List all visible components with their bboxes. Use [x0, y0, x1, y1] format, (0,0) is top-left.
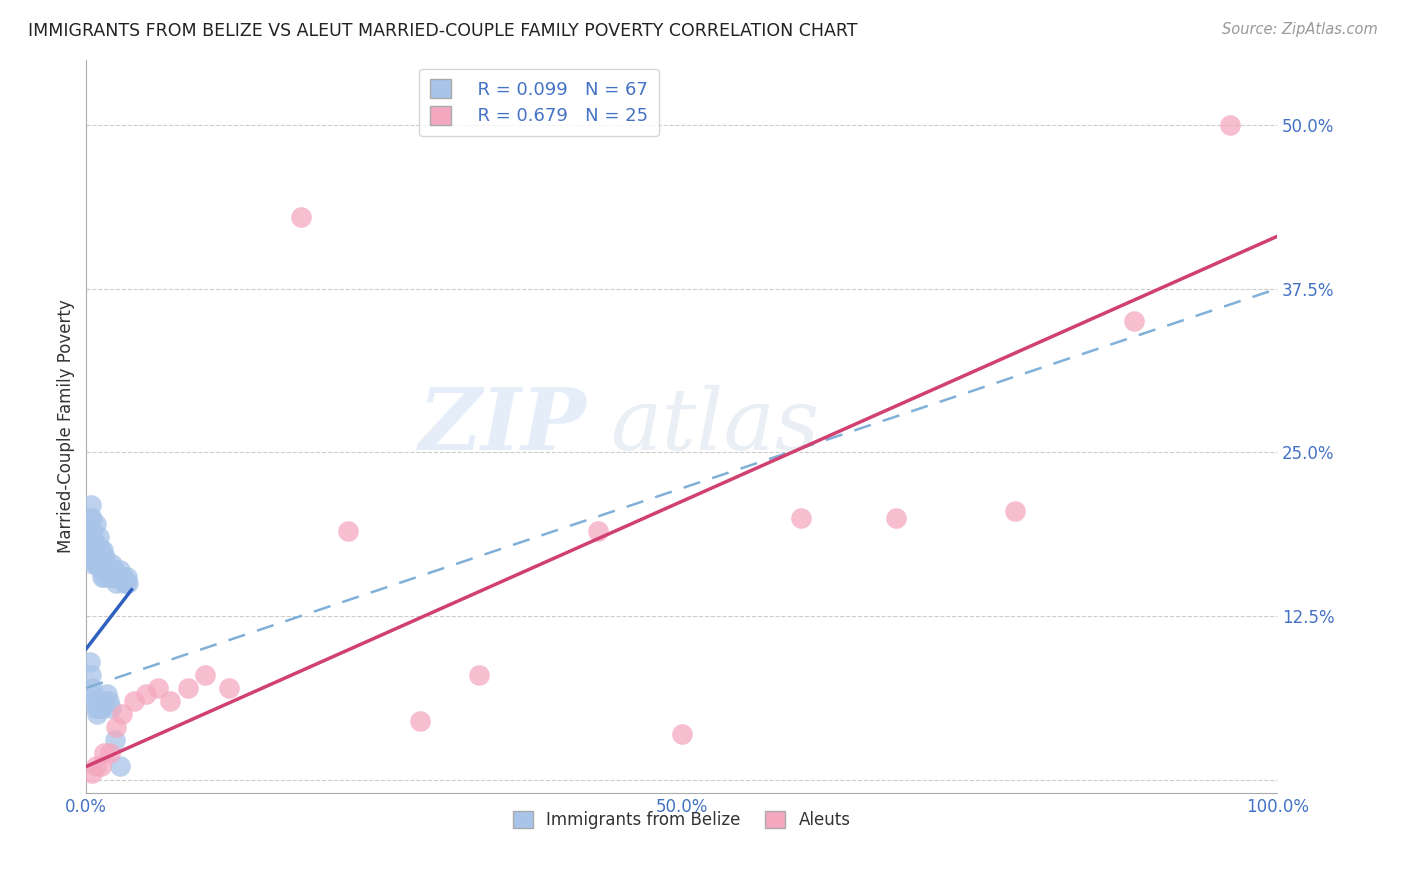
Point — [90, 700, 112, 714]
Point — [176, 681, 198, 695]
Point — [89, 530, 111, 544]
Point — [115, 569, 138, 583]
Point — [1219, 118, 1241, 132]
Point — [86, 549, 108, 564]
Point — [83, 537, 105, 551]
Point — [90, 543, 112, 558]
Point — [104, 733, 127, 747]
Point — [91, 543, 114, 558]
Point — [94, 563, 117, 577]
Point — [112, 569, 135, 583]
Point — [93, 569, 115, 583]
Legend: Immigrants from Belize, Aleuts: Immigrants from Belize, Aleuts — [506, 804, 858, 836]
Y-axis label: Married-Couple Family Poverty: Married-Couple Family Poverty — [58, 299, 75, 553]
Point — [93, 557, 115, 571]
Point — [98, 747, 121, 761]
Point — [96, 557, 118, 571]
Point — [79, 655, 101, 669]
Point — [93, 747, 115, 761]
Point — [97, 694, 120, 708]
Point — [100, 569, 122, 583]
Point — [409, 714, 432, 728]
Point — [159, 694, 181, 708]
Text: atlas: atlas — [610, 384, 820, 467]
Point — [111, 569, 134, 583]
Point — [80, 549, 103, 564]
Point — [790, 510, 813, 524]
Point — [146, 681, 169, 695]
Point — [84, 557, 107, 571]
Point — [84, 700, 107, 714]
Point — [90, 549, 112, 564]
Point — [93, 694, 115, 708]
Point — [105, 569, 128, 583]
Point — [82, 688, 104, 702]
Point — [83, 694, 105, 708]
Point — [108, 563, 131, 577]
Point — [90, 759, 112, 773]
Point — [82, 557, 104, 571]
Point — [96, 688, 118, 702]
Point — [114, 576, 136, 591]
Point — [103, 569, 125, 583]
Point — [79, 510, 101, 524]
Point — [107, 569, 129, 583]
Point — [83, 549, 105, 564]
Point — [82, 543, 104, 558]
Point — [588, 524, 610, 538]
Point — [77, 524, 100, 538]
Point — [89, 694, 111, 708]
Point — [337, 524, 360, 538]
Point — [122, 694, 145, 708]
Point — [671, 727, 693, 741]
Point — [218, 681, 240, 695]
Point — [82, 524, 104, 538]
Point — [194, 668, 217, 682]
Point — [80, 498, 103, 512]
Point — [111, 707, 134, 722]
Point — [97, 563, 120, 577]
Point — [82, 530, 104, 544]
Point — [117, 576, 139, 591]
Point — [1123, 314, 1146, 328]
Point — [468, 668, 491, 682]
Point — [290, 210, 312, 224]
Text: IMMIGRANTS FROM BELIZE VS ALEUT MARRIED-COUPLE FAMILY POVERTY CORRELATION CHART: IMMIGRANTS FROM BELIZE VS ALEUT MARRIED-… — [28, 22, 858, 40]
Point — [97, 569, 120, 583]
Point — [112, 576, 135, 591]
Point — [98, 563, 121, 577]
Point — [87, 543, 110, 558]
Point — [84, 759, 107, 773]
Point — [90, 569, 112, 583]
Point — [94, 549, 117, 564]
Point — [108, 759, 131, 773]
Point — [110, 569, 132, 583]
Point — [86, 707, 108, 722]
Point — [90, 700, 112, 714]
Point — [91, 563, 114, 577]
Point — [82, 681, 104, 695]
Point — [82, 543, 104, 558]
Point — [90, 563, 112, 577]
Point — [135, 688, 157, 702]
Point — [80, 668, 103, 682]
Point — [89, 549, 111, 564]
Point — [105, 576, 128, 591]
Point — [86, 537, 108, 551]
Point — [79, 537, 101, 551]
Text: Source: ZipAtlas.com: Source: ZipAtlas.com — [1222, 22, 1378, 37]
Point — [1004, 504, 1026, 518]
Point — [82, 766, 104, 780]
Point — [105, 720, 128, 734]
Point — [87, 700, 110, 714]
Point — [884, 510, 907, 524]
Point — [82, 510, 104, 524]
Point — [104, 563, 127, 577]
Point — [100, 700, 122, 714]
Point — [101, 557, 124, 571]
Text: ZIP: ZIP — [419, 384, 586, 468]
Point — [87, 557, 110, 571]
Point — [84, 517, 107, 532]
